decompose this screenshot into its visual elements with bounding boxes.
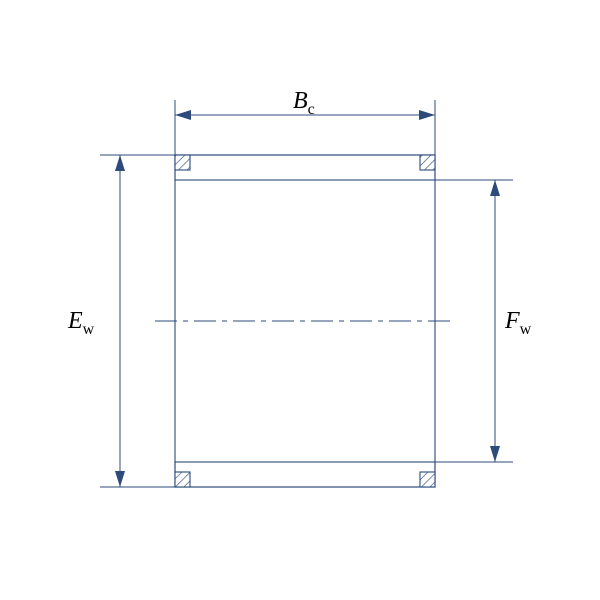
cage-hatch-2 (175, 472, 190, 487)
label-outer-dia: Ew (67, 308, 95, 338)
label-inner-dia: Fw (504, 308, 532, 338)
roller-top (175, 155, 435, 180)
roller-bottom (175, 462, 435, 487)
cage-hatch-0 (175, 155, 190, 170)
label-width: Bc (293, 88, 315, 118)
cage-hatch-3 (420, 472, 435, 487)
cage-hatch-1 (420, 155, 435, 170)
bearing-section-diagram: Bc Ew Fw (0, 0, 600, 600)
